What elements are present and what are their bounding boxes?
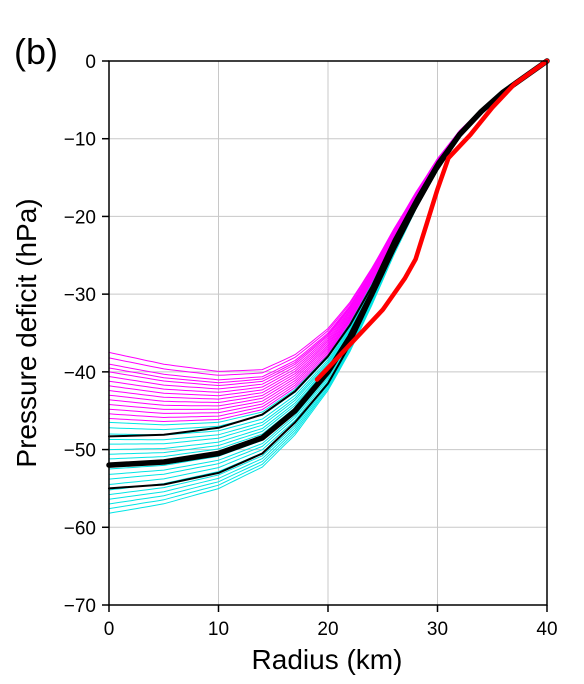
x-tick-label: 20 [317, 619, 338, 640]
y-tick-label: 0 [85, 52, 96, 73]
observed-curve [314, 58, 550, 382]
y-tick-label: −60 [64, 518, 96, 539]
y-tick-label: −10 [64, 130, 96, 151]
x-tick-label: 40 [536, 619, 557, 640]
x-tick-label: 0 [104, 619, 115, 640]
panel-label: (b) [14, 31, 58, 72]
y-tick-label: −50 [64, 441, 96, 462]
axis-ticks: 0 10 20 30 40 0 −10 −20 −30 −40 −50 −60 −70 [64, 52, 558, 640]
y-tick-label: −20 [64, 207, 96, 228]
x-axis-title: Radius (km) [252, 644, 403, 675]
mean-curve [106, 58, 550, 468]
y-tick-label: −70 [64, 596, 96, 617]
highlighted-series [106, 58, 550, 490]
y-tick-label: −30 [64, 285, 96, 306]
y-tick-label: −40 [64, 363, 96, 384]
y-axis-title: Pressure deficit (hPa) [11, 198, 42, 467]
x-tick-label: 10 [208, 619, 229, 640]
x-tick-label: 30 [427, 619, 448, 640]
